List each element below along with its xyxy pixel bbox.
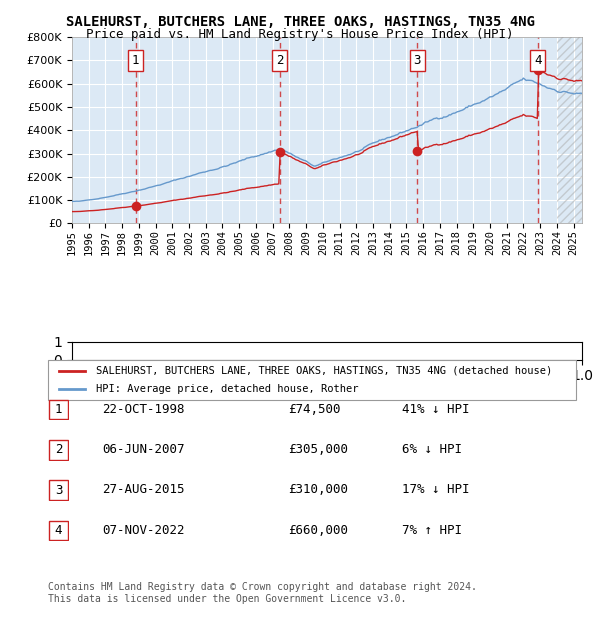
Text: SALEHURST, BUTCHERS LANE, THREE OAKS, HASTINGS, TN35 4NG: SALEHURST, BUTCHERS LANE, THREE OAKS, HA… <box>65 16 535 30</box>
Text: 3: 3 <box>413 54 421 67</box>
FancyBboxPatch shape <box>48 360 576 400</box>
Text: 27-AUG-2015: 27-AUG-2015 <box>102 484 185 496</box>
Text: £660,000: £660,000 <box>288 524 348 536</box>
Text: HPI: Average price, detached house, Rother: HPI: Average price, detached house, Roth… <box>95 384 358 394</box>
FancyBboxPatch shape <box>49 400 68 419</box>
Text: 07-NOV-2022: 07-NOV-2022 <box>102 524 185 536</box>
Text: 41% ↓ HPI: 41% ↓ HPI <box>402 403 470 415</box>
Text: 3: 3 <box>55 484 62 497</box>
FancyBboxPatch shape <box>49 521 68 540</box>
Text: 06-JUN-2007: 06-JUN-2007 <box>102 443 185 456</box>
Text: 4: 4 <box>55 524 62 537</box>
Text: £310,000: £310,000 <box>288 484 348 496</box>
Text: SALEHURST, BUTCHERS LANE, THREE OAKS, HASTINGS, TN35 4NG (detached house): SALEHURST, BUTCHERS LANE, THREE OAKS, HA… <box>95 366 552 376</box>
FancyBboxPatch shape <box>49 440 68 459</box>
Text: 2: 2 <box>55 443 62 456</box>
FancyBboxPatch shape <box>49 480 68 500</box>
Text: 1: 1 <box>132 54 139 67</box>
Text: 22-OCT-1998: 22-OCT-1998 <box>102 403 185 415</box>
Text: This data is licensed under the Open Government Licence v3.0.: This data is licensed under the Open Gov… <box>48 595 406 604</box>
Text: Contains HM Land Registry data © Crown copyright and database right 2024.: Contains HM Land Registry data © Crown c… <box>48 582 477 592</box>
Text: 2: 2 <box>276 54 284 67</box>
Text: 4: 4 <box>534 54 541 67</box>
Text: 1: 1 <box>55 403 62 416</box>
Text: £305,000: £305,000 <box>288 443 348 456</box>
Text: 6% ↓ HPI: 6% ↓ HPI <box>402 443 462 456</box>
Text: 7% ↑ HPI: 7% ↑ HPI <box>402 524 462 536</box>
Text: £74,500: £74,500 <box>288 403 341 415</box>
Bar <box>557 37 582 223</box>
Text: Price paid vs. HM Land Registry's House Price Index (HPI): Price paid vs. HM Land Registry's House … <box>86 28 514 41</box>
Text: 17% ↓ HPI: 17% ↓ HPI <box>402 484 470 496</box>
